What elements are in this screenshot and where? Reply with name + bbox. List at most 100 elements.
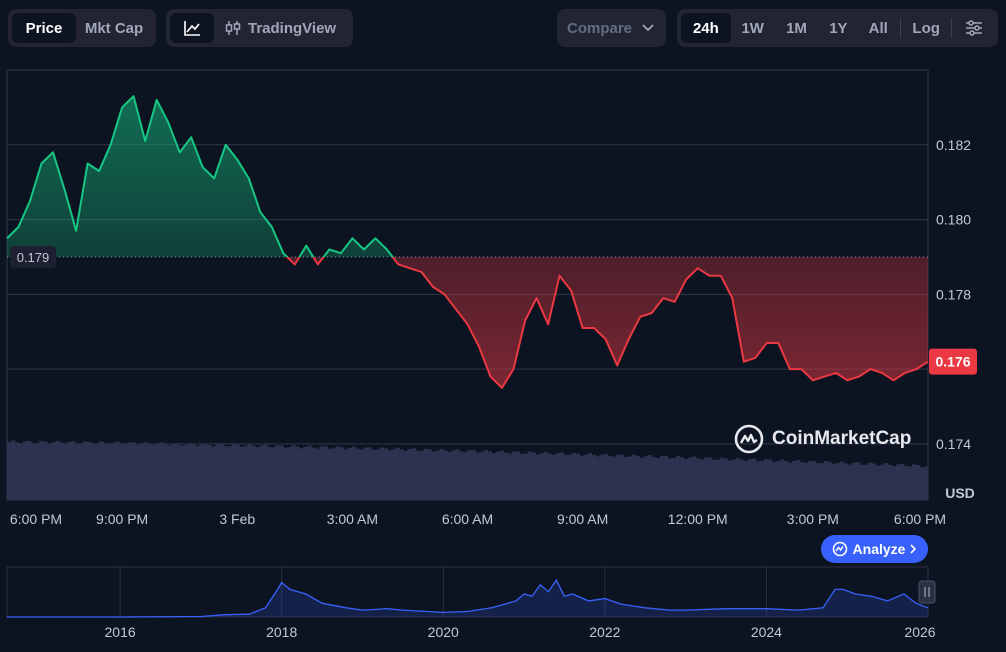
range-1y[interactable]: 1Y (829, 19, 848, 37)
volume-bars (7, 440, 929, 500)
chart-settings-button[interactable] (954, 13, 994, 43)
volume-bar (851, 462, 857, 500)
price-tab[interactable]: Price (12, 13, 76, 43)
watermark-text: CoinMarketCap (772, 428, 912, 449)
volume-bar (783, 460, 789, 500)
volume-bar (891, 466, 897, 500)
baseline-tag: 0.179 (10, 245, 56, 268)
volume-bar (495, 451, 500, 500)
line-chart-button[interactable] (170, 13, 214, 43)
area-above-baseline (7, 96, 393, 257)
navigator-year-labels: 2016 2018 2020 2022 2024 2026 (105, 624, 936, 640)
x-tick-label: 12:00 PM (667, 511, 728, 527)
volume-bar (507, 453, 512, 500)
volume-bar (315, 448, 320, 500)
history-navigator[interactable]: 2016 2018 2020 2022 2024 2026 (0, 560, 1006, 652)
volume-bar (147, 443, 152, 500)
analyze-button[interactable]: Analyze (821, 535, 928, 563)
tradingview-button[interactable]: TradingView (214, 13, 346, 43)
volume-bar (735, 457, 741, 500)
range-24h[interactable]: 24h (681, 13, 731, 43)
volume-bar (379, 447, 384, 500)
volume-bar (839, 461, 845, 500)
volume-bar (847, 464, 853, 500)
chart-type-toggle: TradingView (166, 9, 353, 47)
volume-bar (199, 444, 204, 500)
volume-bar (511, 451, 516, 500)
volume-bar (423, 448, 428, 500)
volume-bar (427, 449, 432, 500)
volume-bar (567, 455, 573, 500)
volume-bar (63, 443, 68, 500)
volume-bar (7, 442, 12, 500)
x-tick-label: 3:00 AM (326, 511, 379, 527)
analyze-icon (832, 541, 847, 557)
log-toggle[interactable]: Log (912, 19, 940, 37)
chevron-down-icon (642, 24, 654, 32)
volume-bar (11, 440, 16, 500)
volume-bar (79, 443, 84, 500)
volume-bar (327, 448, 332, 500)
volume-bar (219, 443, 224, 500)
volume-bar (179, 445, 184, 500)
price-chart[interactable]: 0.174 0.176 0.178 0.180 0.182 0.179 0.176 US… (0, 60, 1006, 505)
range-1m[interactable]: 1M (786, 19, 807, 37)
volume-bar (319, 446, 324, 500)
volume-bar (23, 441, 28, 500)
x-tick-label: 3 Feb (219, 511, 256, 527)
volume-bar (479, 452, 484, 500)
volume-bar (127, 442, 132, 500)
volume-bar (719, 457, 725, 500)
mkt-cap-tab[interactable]: Mkt Cap (84, 19, 144, 37)
volume-bar (799, 462, 805, 500)
volume-bar (575, 453, 581, 500)
volume-bar (659, 456, 665, 500)
volume-bar (731, 459, 737, 500)
sliders-icon (966, 20, 983, 36)
volume-bar (627, 456, 633, 500)
navigator-year-label: 2024 (751, 624, 782, 640)
volume-bar (671, 458, 677, 500)
volume-bar (779, 459, 785, 500)
volume-bar (579, 455, 585, 500)
volume-bar (39, 440, 44, 500)
volume-bar (643, 456, 649, 500)
volume-bar (347, 448, 352, 500)
range-all[interactable]: All (868, 19, 888, 37)
volume-bar (699, 459, 705, 500)
analyze-label: Analyze (852, 541, 906, 557)
volume-bar (635, 455, 641, 500)
volume-bar (791, 461, 797, 500)
volume-bar (623, 457, 629, 500)
volume-bar (863, 464, 869, 500)
volume-bar (691, 456, 697, 500)
volume-bar (903, 466, 909, 500)
volume-bar (539, 453, 544, 500)
volume-bar (679, 457, 685, 500)
volume-bar (335, 446, 340, 500)
volume-bar (271, 447, 276, 500)
volume-bar (119, 443, 124, 500)
volume-bar (103, 442, 108, 500)
volume-bar (55, 440, 60, 500)
volume-bar (587, 453, 593, 500)
volume-bar (715, 459, 721, 500)
compare-dropdown[interactable]: Compare (557, 9, 666, 47)
volume-bar (299, 448, 304, 500)
volume-bar (775, 461, 781, 500)
volume-bar (899, 463, 905, 500)
volume-bar (139, 444, 144, 500)
volume-bar (615, 454, 621, 500)
volume-bar (255, 447, 260, 500)
chevron-right-icon (910, 544, 917, 554)
volume-bar (503, 452, 508, 500)
navigator-handle[interactable] (918, 580, 936, 604)
x-tick-label: 9:00 AM (556, 511, 609, 527)
volume-bar (371, 449, 376, 500)
volume-bar (831, 464, 837, 500)
range-1w[interactable]: 1W (741, 19, 764, 37)
y-tick-label: 0.178 (936, 286, 971, 302)
volume-bar (655, 458, 661, 500)
range-selector: 24h 1W 1M 1Y All Log (677, 9, 998, 47)
volume-bar (499, 450, 504, 500)
